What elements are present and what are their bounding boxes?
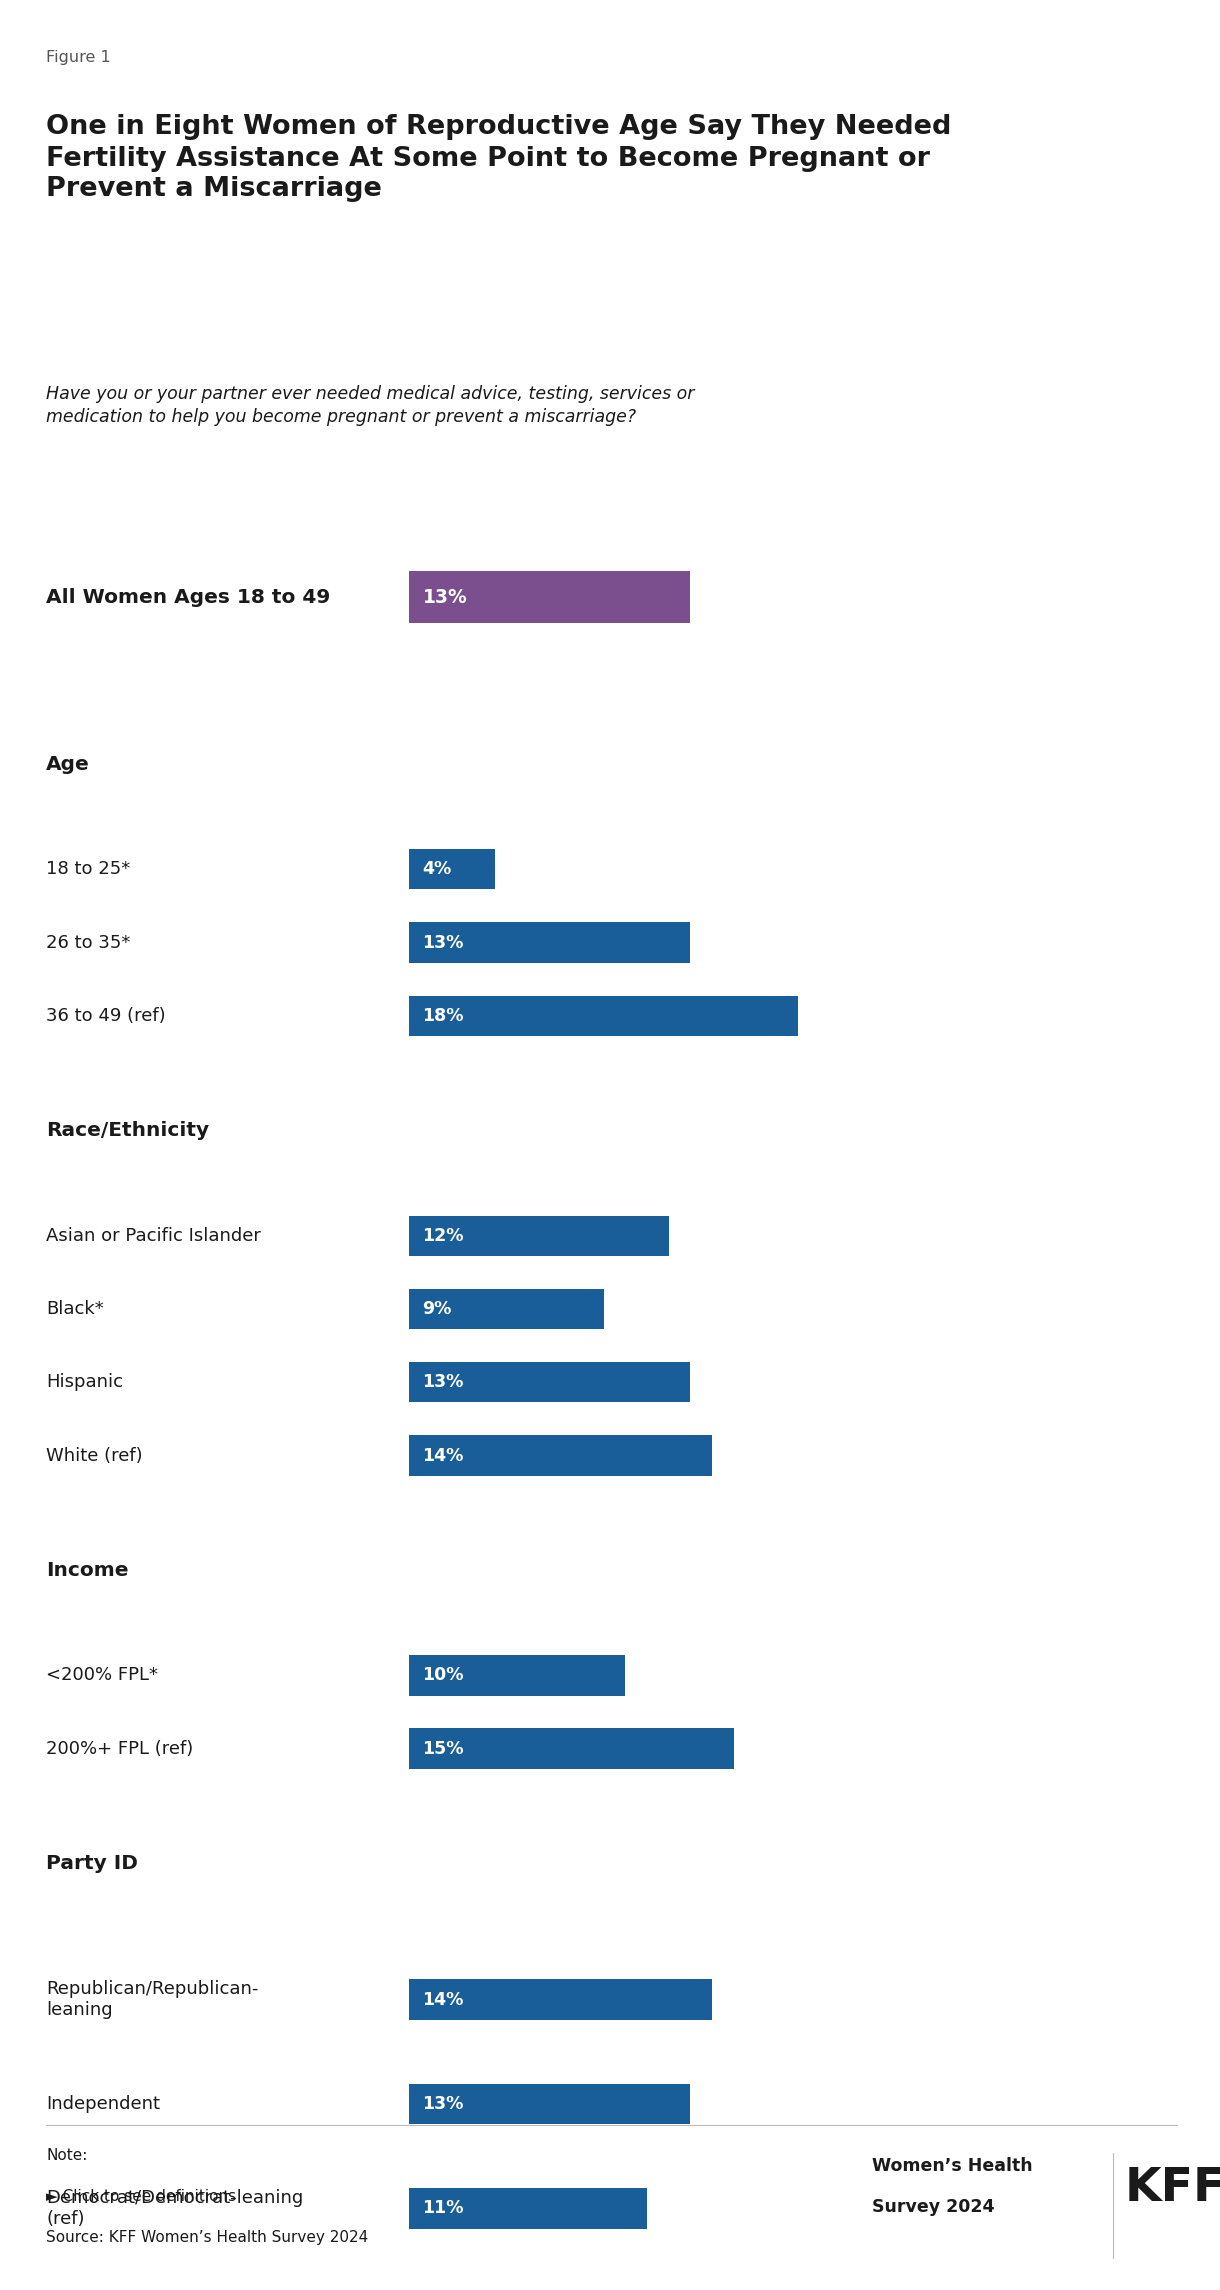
Bar (409, 2084, 691, 2125)
Text: All Women Ages 18 to 49: All Women Ages 18 to 49 (46, 589, 331, 607)
Text: Party ID: Party ID (46, 1855, 138, 1873)
Text: 36 to 49 (ref): 36 to 49 (ref) (46, 1008, 166, 1026)
Text: 13%: 13% (423, 589, 468, 607)
Text: Figure 1: Figure 1 (46, 50, 111, 66)
Text: Republican/Republican-
leaning: Republican/Republican- leaning (46, 1981, 259, 2020)
Bar (409, 850, 495, 889)
Text: 13%: 13% (422, 934, 464, 953)
Bar (409, 1216, 669, 1255)
Text: Black*: Black* (46, 1301, 104, 1319)
Text: Have you or your partner ever needed medical advice, testing, services or
medica: Have you or your partner ever needed med… (46, 385, 694, 426)
Text: Race/Ethnicity: Race/Ethnicity (46, 1122, 210, 1140)
Text: 14%: 14% (422, 1447, 464, 1466)
Text: 12%: 12% (422, 1227, 464, 1246)
Text: 10%: 10% (422, 1667, 464, 1685)
Text: KFF: KFF (1125, 2166, 1220, 2212)
Text: Independent: Independent (46, 2095, 160, 2114)
Text: Democrat/Democrat-leaning
(ref): Democrat/Democrat-leaning (ref) (46, 2189, 304, 2228)
Bar (409, 2189, 647, 2228)
Text: Asian or Pacific Islander: Asian or Pacific Islander (46, 1227, 261, 1246)
Text: 11%: 11% (422, 2198, 464, 2217)
Bar (409, 1289, 604, 1328)
Text: 200%+ FPL (ref): 200%+ FPL (ref) (46, 1740, 194, 1759)
Text: 26 to 35*: 26 to 35* (46, 934, 131, 953)
Bar (409, 1729, 733, 1768)
Text: ► Click to see definitions: ► Click to see definitions (46, 2189, 237, 2205)
Bar (409, 1363, 691, 1401)
Text: 18%: 18% (422, 1008, 464, 1026)
Text: 4%: 4% (422, 861, 451, 879)
Text: 9%: 9% (422, 1301, 451, 1319)
Text: Hispanic: Hispanic (46, 1374, 123, 1392)
Text: <200% FPL*: <200% FPL* (46, 1667, 159, 1685)
Text: Income: Income (46, 1562, 129, 1580)
Text: Women’s Health: Women’s Health (872, 2157, 1033, 2176)
Text: Note:: Note: (46, 2148, 88, 2164)
Bar (409, 570, 691, 623)
Text: Age: Age (46, 756, 90, 774)
Bar (409, 1436, 712, 1475)
Text: 18 to 25*: 18 to 25* (46, 861, 131, 879)
Text: Survey 2024: Survey 2024 (872, 2198, 994, 2217)
Bar (409, 996, 799, 1035)
Text: 14%: 14% (422, 1990, 464, 2008)
Bar (409, 1656, 625, 1695)
Text: 13%: 13% (422, 2095, 464, 2114)
Text: One in Eight Women of Reproductive Age Say They Needed
Fertility Assistance At S: One in Eight Women of Reproductive Age S… (46, 114, 952, 202)
Text: 13%: 13% (422, 1374, 464, 1392)
Text: Source: KFF Women’s Health Survey 2024: Source: KFF Women’s Health Survey 2024 (46, 2230, 368, 2246)
Bar (409, 923, 691, 962)
Bar (409, 1979, 712, 2020)
Text: 15%: 15% (422, 1740, 464, 1759)
Text: White (ref): White (ref) (46, 1447, 143, 1466)
